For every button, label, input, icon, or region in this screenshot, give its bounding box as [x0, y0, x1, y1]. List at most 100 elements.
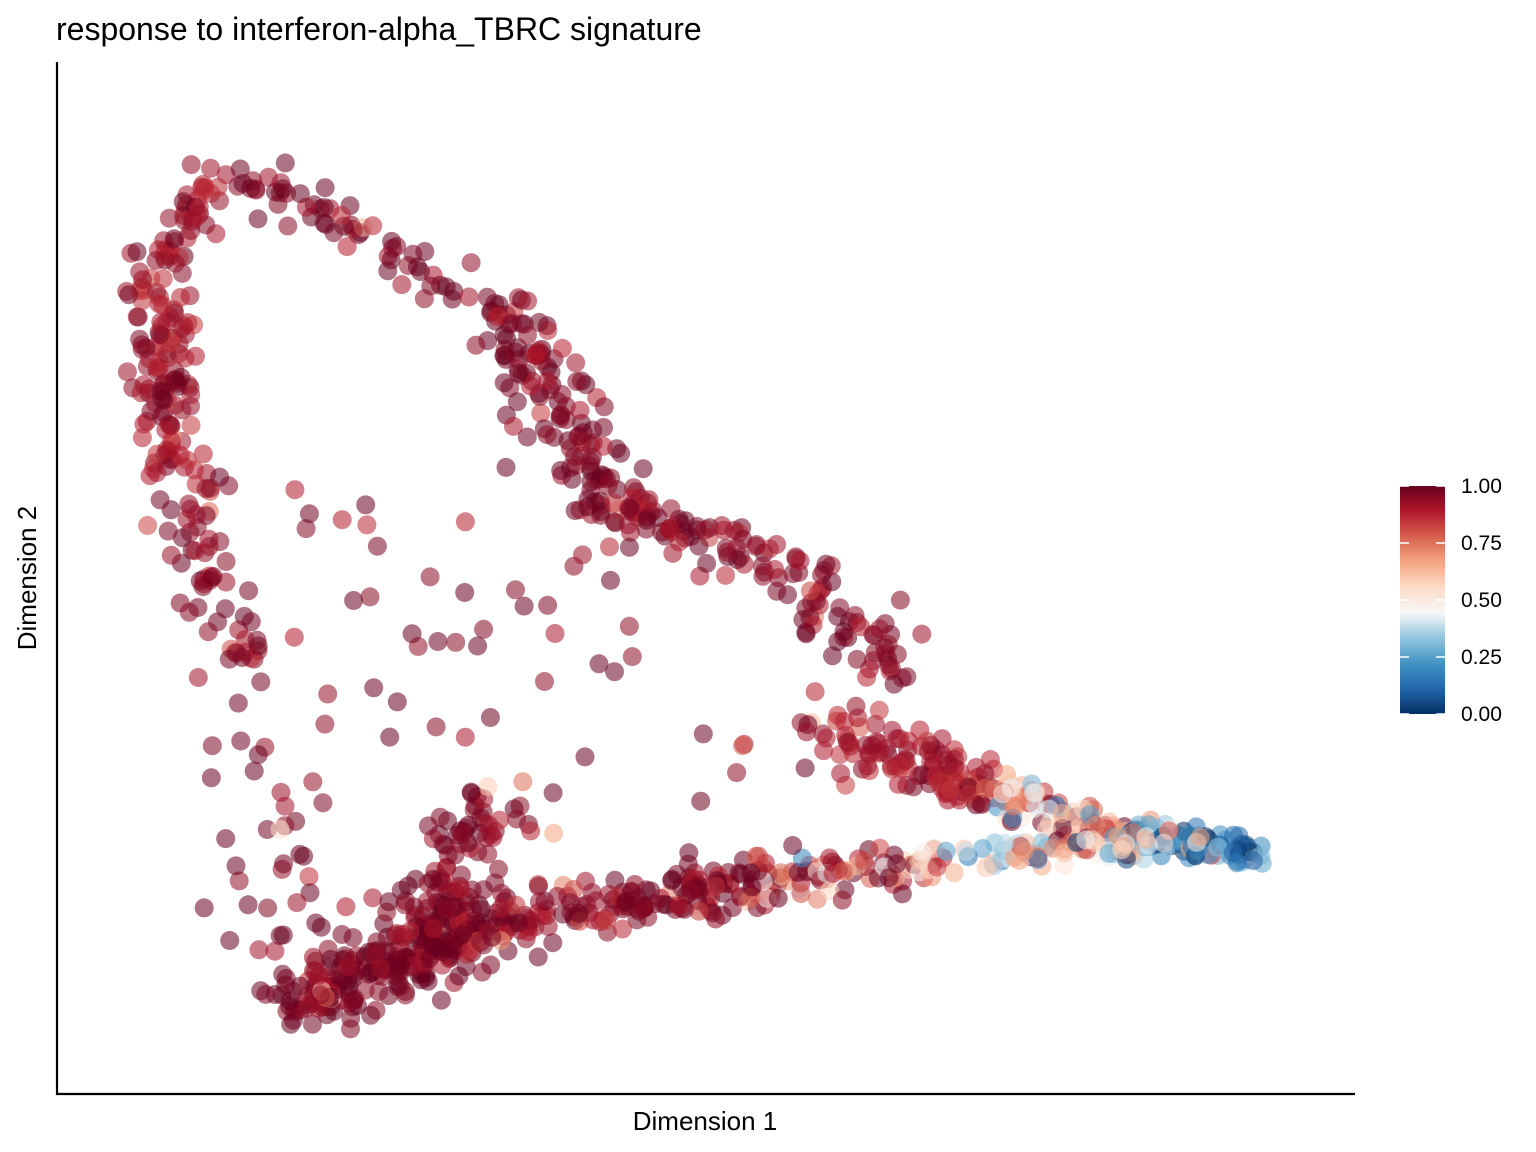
x-axis-label: Dimension 1: [633, 1106, 778, 1136]
scatter-point: [117, 362, 137, 382]
scatter-point: [466, 335, 486, 355]
scatter-point: [455, 583, 475, 602]
scatter-point: [796, 598, 816, 618]
scatter-point: [336, 897, 356, 917]
scatter-point: [529, 341, 549, 360]
scatter-point: [697, 554, 717, 573]
scatter-point: [622, 647, 642, 667]
scatter-point: [402, 624, 422, 644]
scatter-point: [597, 911, 617, 931]
scatter-point: [194, 898, 214, 918]
scatter-point: [296, 519, 316, 539]
scatter-point: [174, 316, 194, 336]
scatter-point: [285, 480, 305, 500]
scatter-point: [663, 543, 683, 563]
scatter-point: [507, 809, 527, 829]
scatter-point: [461, 253, 481, 273]
scatter-point: [892, 884, 912, 904]
scatter-point: [226, 856, 246, 876]
scatter-point: [198, 622, 218, 642]
scatter-point: [562, 469, 582, 489]
scatter-point: [453, 924, 473, 944]
scatter-point: [513, 772, 533, 792]
scatter-point: [936, 841, 956, 861]
scatter-point: [153, 295, 173, 315]
scatter-point: [691, 791, 711, 811]
scatter-point: [528, 947, 548, 967]
scatter-point: [521, 821, 541, 841]
scatter-point: [1154, 833, 1174, 853]
scatter-point: [896, 751, 916, 771]
scatter-point: [854, 851, 874, 871]
scatter-point: [633, 459, 653, 479]
scatter-point: [973, 839, 993, 858]
scatter-point: [847, 649, 867, 669]
scatter-point: [233, 174, 253, 193]
scatter-point: [294, 846, 314, 866]
scatter-point: [833, 861, 853, 881]
scatter-point: [278, 216, 298, 236]
scatter-point: [514, 596, 534, 616]
scatter-point: [823, 646, 842, 666]
point-layer: [117, 153, 1272, 1039]
scatter-point: [828, 607, 848, 626]
scatter-point: [249, 940, 269, 960]
scatter-point: [474, 619, 494, 639]
scatter-point: [875, 638, 895, 657]
scatter-point: [337, 956, 357, 976]
colorbar-tick-label: 0.75: [1461, 532, 1502, 555]
scatter-point: [371, 958, 391, 978]
scatter-point: [517, 427, 537, 447]
scatter-point: [361, 1005, 381, 1025]
scatter-point: [482, 927, 502, 947]
scatter-point: [619, 498, 639, 518]
scatter-point: [364, 678, 384, 698]
scatter-point: [147, 463, 167, 483]
scatter-point: [529, 876, 548, 896]
scatter-point: [912, 765, 932, 785]
scatter-point: [196, 506, 216, 526]
scatter-point: [816, 554, 836, 574]
scatter-point: [706, 909, 726, 929]
scatter-point: [316, 215, 336, 234]
scatter-point: [662, 871, 682, 891]
scatter-point: [313, 793, 333, 813]
scatter-point: [290, 184, 310, 204]
scatter-point: [220, 931, 240, 950]
scatter-point: [797, 722, 816, 742]
scatter-point: [431, 990, 451, 1010]
scatter-point: [613, 919, 632, 939]
scatter-point: [679, 843, 699, 863]
scatter-point: [888, 774, 908, 794]
scatter-point: [299, 867, 319, 887]
scatter-point: [479, 815, 499, 835]
scatter-point: [912, 624, 932, 644]
scatter-point: [449, 966, 469, 986]
scatter-point: [162, 431, 182, 451]
scatter-point: [229, 871, 249, 891]
scatter-point: [771, 863, 791, 883]
scatter-point: [363, 888, 383, 908]
scatter-point: [390, 955, 410, 975]
scatter-point: [251, 672, 271, 692]
scatter-point: [188, 668, 208, 687]
scatter-point: [146, 251, 166, 270]
scatter-point: [181, 415, 201, 435]
scatter-point: [1028, 850, 1048, 869]
scatter-point: [418, 816, 438, 836]
scatter-point: [795, 758, 815, 778]
scatter-point: [669, 896, 689, 916]
scatter-point: [502, 314, 522, 333]
colorbar-tick-label: 1.00: [1461, 475, 1502, 498]
scatter-point: [164, 229, 184, 249]
scatter-point: [1243, 851, 1263, 870]
scatter-point: [161, 545, 181, 565]
scatter-point: [567, 372, 587, 391]
scatter-point: [768, 888, 788, 908]
scatter-point: [299, 504, 319, 524]
scatter-point: [461, 782, 481, 802]
scatter-point: [230, 159, 250, 179]
scatter-point: [919, 741, 938, 761]
scatter-point: [778, 585, 797, 605]
scatter-point: [331, 206, 351, 225]
